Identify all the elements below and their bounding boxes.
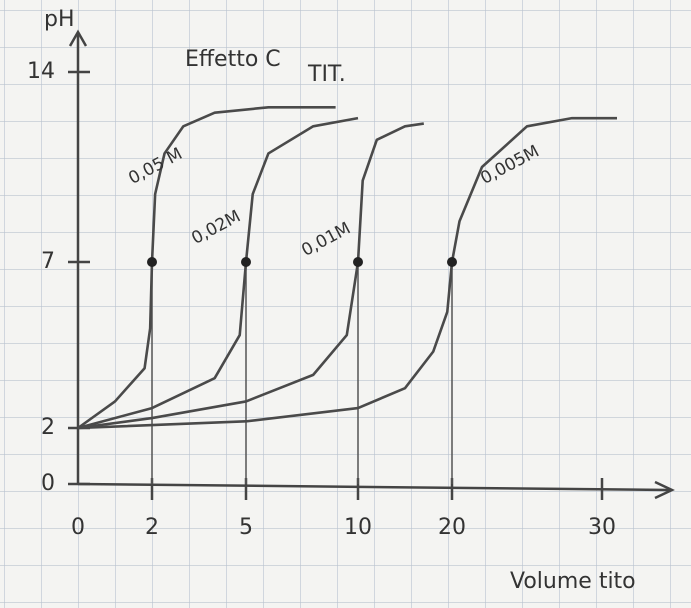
equivalence-point <box>353 257 363 267</box>
y-tick-label: 7 <box>41 249 55 274</box>
y-axis-title: pH <box>44 7 75 32</box>
x-tick-label: 2 <box>145 515 159 540</box>
y-tick-label: 0 <box>41 471 55 496</box>
equivalence-point <box>147 257 157 267</box>
chart: pH Volume tito Effetto C TIT. 0 2 7 14 0 2 5 10… <box>0 0 691 608</box>
equivalence-point <box>241 257 251 267</box>
chart-title-subscript: TIT. <box>307 62 346 87</box>
x-tick-label: 30 <box>588 515 616 540</box>
chart-title: Effetto C <box>185 47 281 72</box>
x-tick-label: 5 <box>239 515 253 540</box>
y-tick-label: 2 <box>41 415 55 440</box>
equivalence-point <box>447 257 457 267</box>
x-tick-label: 20 <box>438 515 466 540</box>
x-tick-label: 0 <box>71 515 85 540</box>
y-tick-label: 14 <box>27 59 55 84</box>
x-axis-title: Volume tito <box>510 569 636 594</box>
x-tick-label: 10 <box>344 515 372 540</box>
